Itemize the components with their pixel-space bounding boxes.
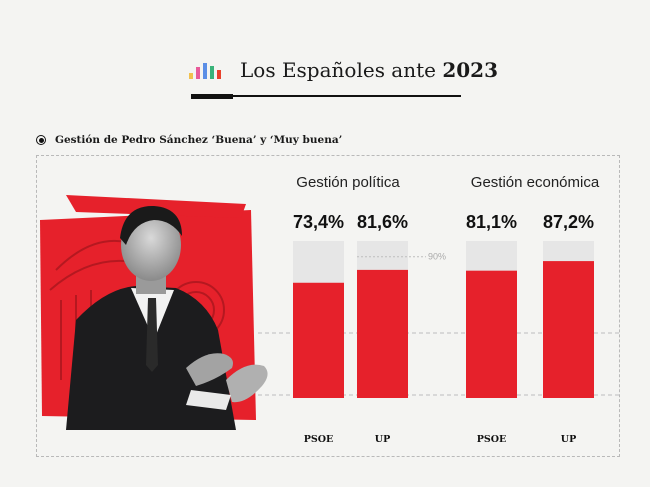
header: Los Españoles ante 2023 [0,0,650,110]
reference-label: 90% [428,252,446,262]
group-title: Gestión económica [471,174,600,191]
group-title: Gestión política [296,174,400,191]
title-underline [233,95,461,97]
politician-photo [40,195,268,430]
category-label: PSOE [477,434,507,445]
chart-frame [36,155,620,457]
bar [357,269,408,398]
subtitle-row: Gestión de Pedro Sánchez ‘Buena’ y ‘Muy … [36,132,342,148]
value-label: 87,2% [543,212,594,232]
bar-chart-logo-icon [189,63,221,79]
chart-subtitle: Gestión de Pedro Sánchez ‘Buena’ y ‘Muy … [55,134,343,146]
bar [543,261,594,398]
title-underline-accent [191,94,233,99]
bar [466,270,517,398]
category-label: UP [375,434,390,445]
title-prefix: Los Españoles ante [240,58,443,82]
value-label: 81,1% [466,212,517,232]
value-label: 81,6% [357,212,408,232]
page-title: Los Españoles ante 2023 [240,58,498,82]
title-year: 2023 [442,58,499,82]
category-label: PSOE [304,434,334,445]
bar [293,282,344,398]
value-label: 73,4% [293,212,344,232]
bullet-icon [36,135,46,145]
category-label: UP [561,434,576,445]
